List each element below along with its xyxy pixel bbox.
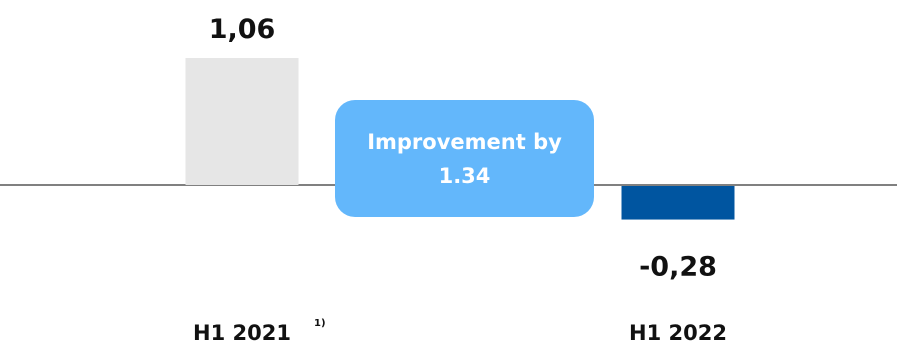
bar-h1-2021	[185, 58, 299, 185]
bar-h1-2022	[621, 186, 735, 220]
category-label-h1-2021: H1 2021	[193, 321, 291, 345]
improvement-callout-line2: 1.34	[438, 163, 491, 188]
category-label-h1-2022: H1 2022	[629, 321, 727, 345]
improvement-callout: Improvement by 1.34	[335, 100, 594, 217]
footnote-marker: 1)	[314, 318, 326, 329]
value-label-h1-2022: -0,28	[639, 252, 717, 283]
value-label-h1-2021: 1,06	[209, 14, 276, 45]
improvement-callout-line1: Improvement by	[367, 129, 562, 154]
